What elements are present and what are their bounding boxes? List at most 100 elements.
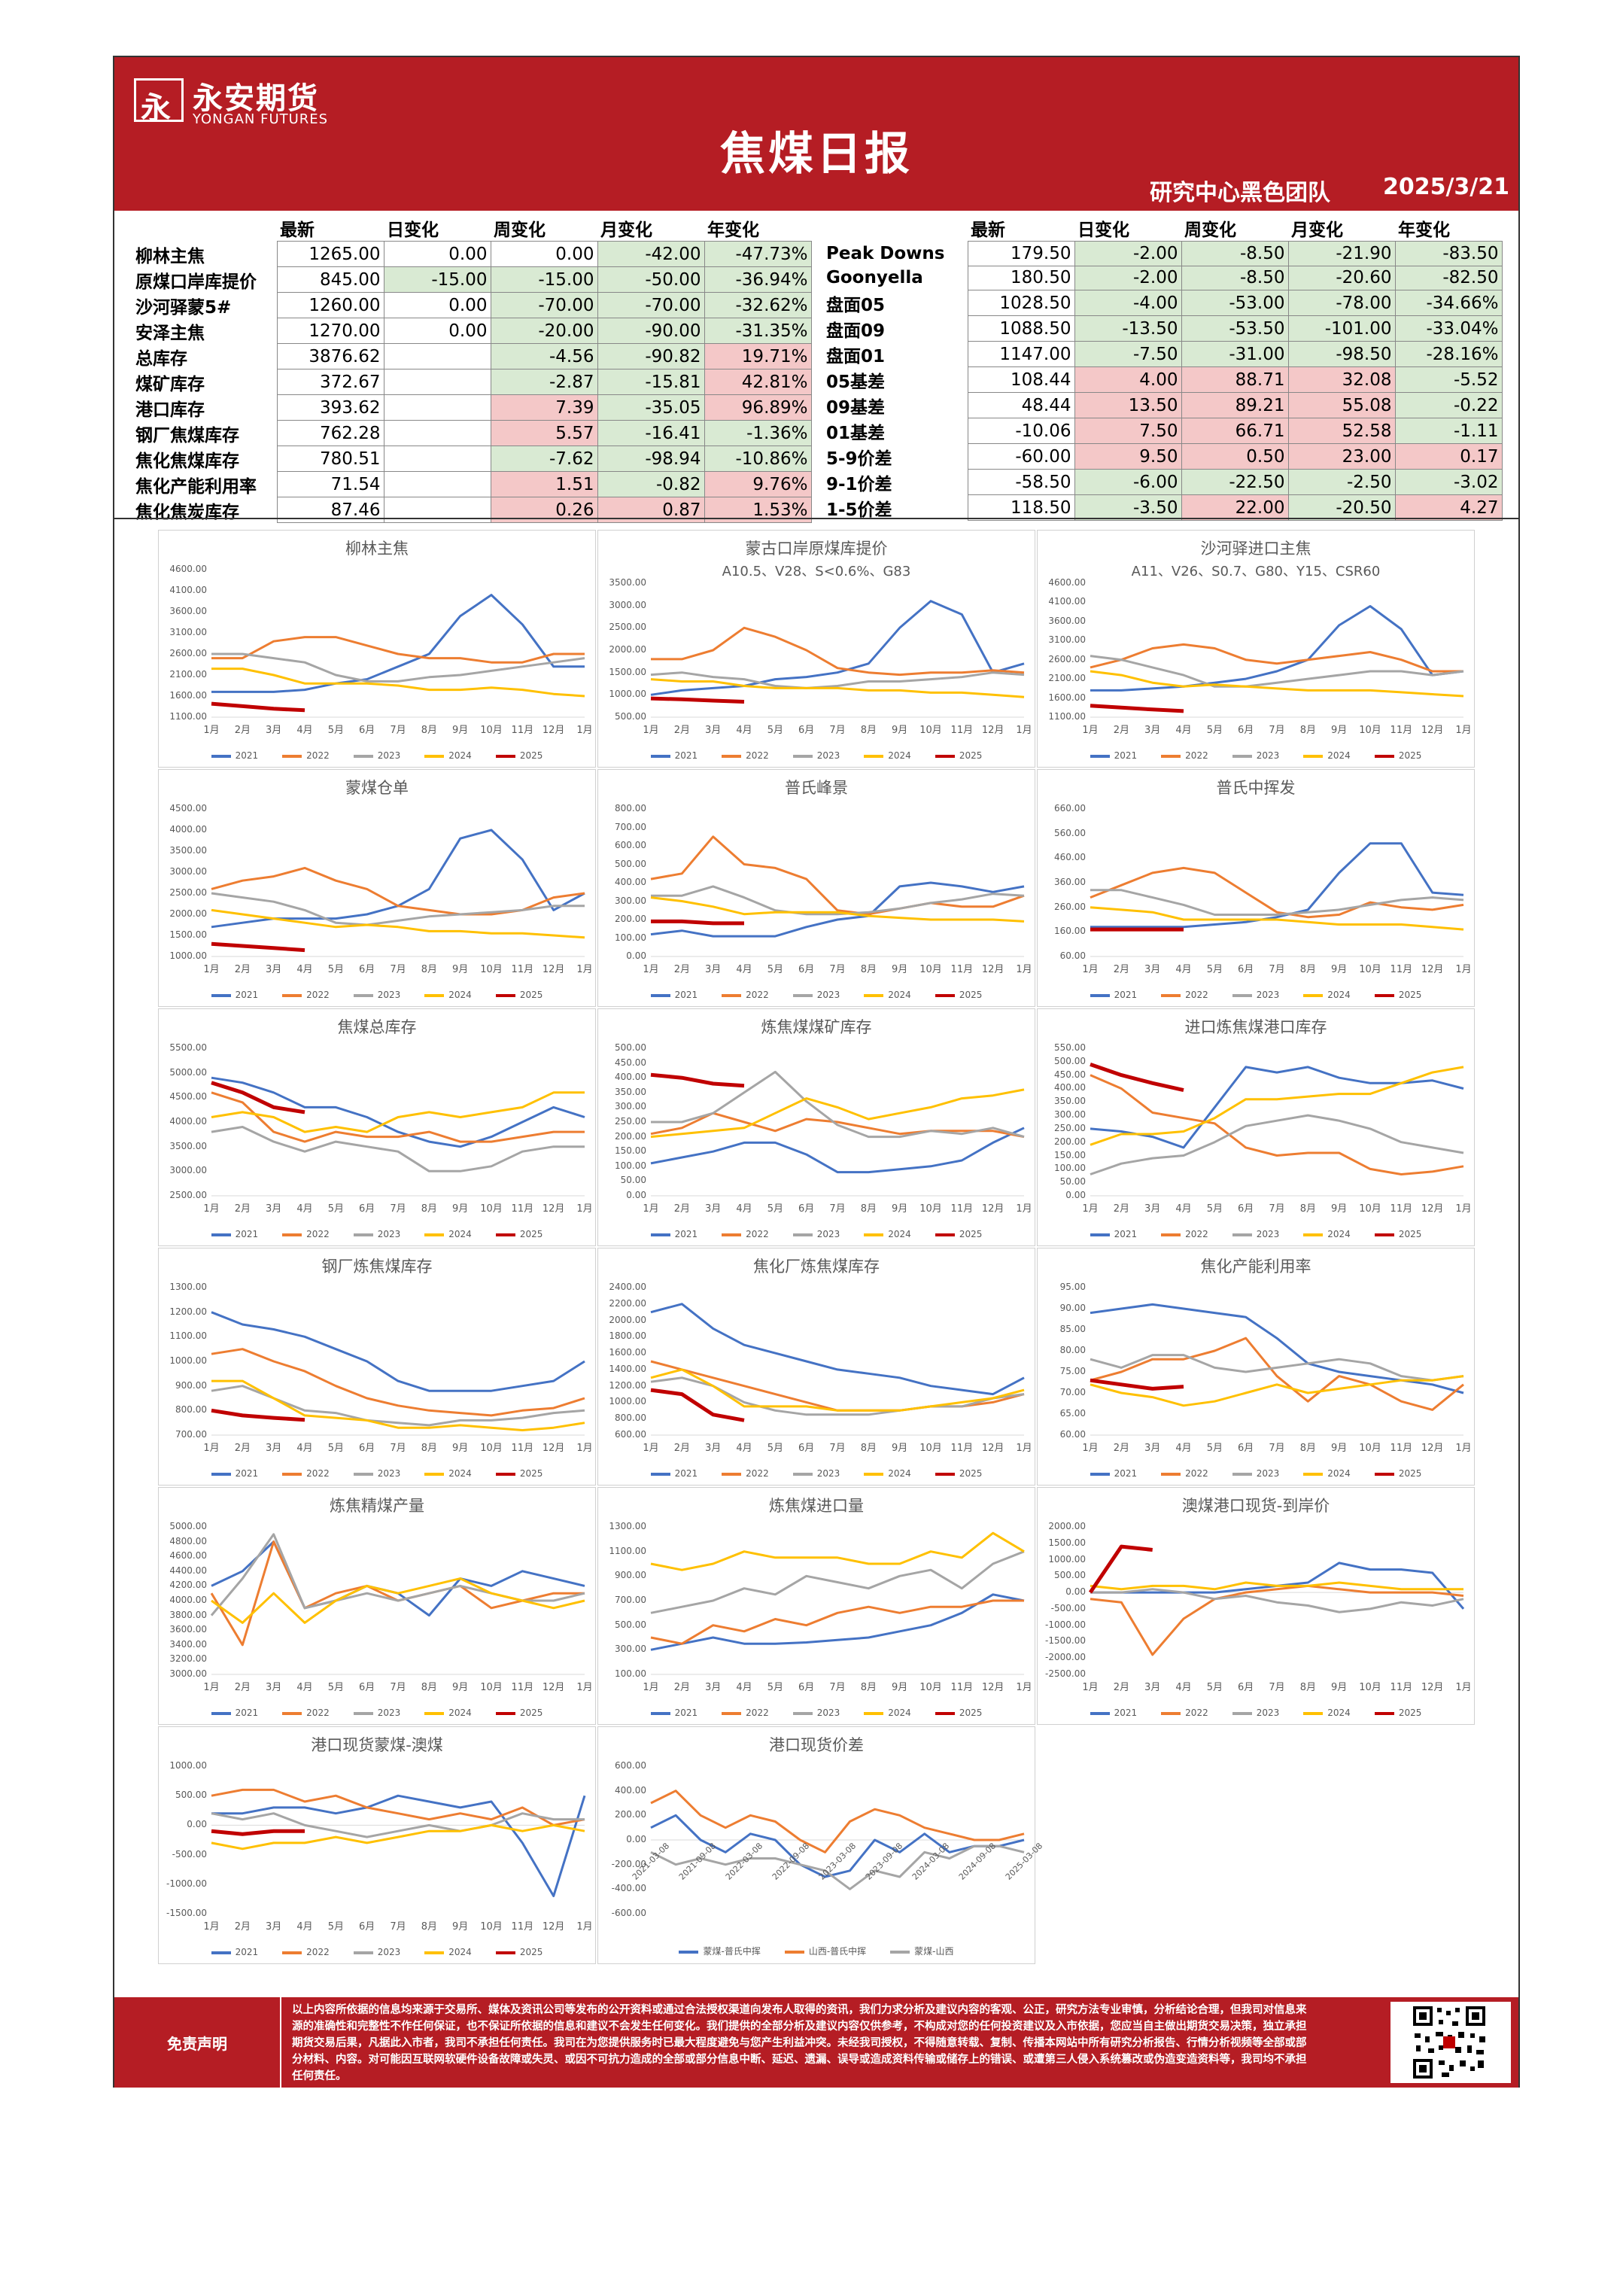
y-tick-label: 5000.00 (169, 1521, 207, 1531)
legend-item: 2025 (495, 1468, 543, 1479)
x-tick-label: 3月 (266, 1443, 282, 1454)
legend-item: 2021 (211, 1708, 258, 1718)
legend-item: 2022 (722, 1708, 769, 1718)
table-cell: -16.41 (597, 420, 705, 446)
y-tick-label: -1500.00 (166, 1908, 207, 1918)
legend-label: 2024 (448, 1708, 472, 1718)
legend-swatch (650, 1711, 670, 1715)
table-cell: -8.50 (1181, 241, 1289, 266)
legend-item: 2023 (792, 1708, 840, 1718)
y-tick-label: 1100.00 (1048, 711, 1086, 722)
table-cell: -3.50 (1074, 494, 1182, 521)
x-tick-label: 4月 (1175, 1203, 1192, 1215)
table-cell: -15.00 (383, 266, 491, 293)
legend-item: 2025 (1374, 1229, 1422, 1239)
x-tick-label: 10月 (480, 1203, 503, 1215)
legend-swatch (353, 1472, 373, 1476)
table-cell: 19.71% (704, 343, 812, 369)
series-line-2021 (211, 1311, 585, 1392)
x-tick-label: 10月 (919, 725, 942, 736)
y-tick-label: 2600.00 (1048, 653, 1086, 664)
x-tick-label: 9月 (1331, 1682, 1348, 1693)
table-cell: -50.00 (597, 266, 705, 293)
legend-item: 2022 (282, 990, 330, 1000)
x-tick-label: 2月 (234, 1921, 251, 1933)
legend-label: 2023 (377, 1229, 401, 1239)
table-cell: -22.50 (1181, 469, 1289, 495)
chart-title: 焦化产能利用率 (1200, 1257, 1311, 1276)
legend-swatch (722, 993, 742, 997)
legend-label: 2025 (1398, 1708, 1422, 1718)
legend-label: 2021 (1114, 750, 1138, 761)
legend-swatch (353, 993, 373, 997)
row-label: 盘面01 (826, 346, 886, 366)
table-cell: 89.21 (1181, 392, 1289, 418)
y-tick-label: 200.00 (1054, 1136, 1086, 1147)
table-row: 安泽主焦 1270.00 0.00 -20.00 -90.00 -31.35% (134, 318, 812, 344)
y-tick-label: 95.00 (1059, 1282, 1086, 1292)
series-line-2024 (650, 1088, 1025, 1139)
series-line-2023 (1090, 1588, 1464, 1613)
x-tick-label: 2月 (234, 1443, 251, 1454)
legend-swatch (935, 1233, 955, 1236)
series-line-山西-普氏中挥 (650, 1790, 1025, 1854)
table-cell (383, 420, 491, 446)
legend-item: 2024 (424, 990, 472, 1000)
report-date: 2025/3/21 (1382, 174, 1509, 200)
y-tick-label: 4000.00 (169, 1595, 207, 1605)
table-row: Peak Downs 179.50 -2.00 -8.50 -21.90 -83.50 (825, 241, 1503, 266)
x-tick-label: 7月 (829, 1682, 846, 1693)
legend-swatch (722, 1472, 742, 1476)
series-line-2024 (1090, 670, 1464, 698)
chart-grid: 柳林主焦 4600.00 4100.00 3600.00 3100.00 2600.00 2… (158, 530, 1478, 1982)
table-cell: -98.50 (1287, 341, 1396, 367)
y-tick-label: 4800.00 (169, 1535, 207, 1546)
series-line-2022 (1090, 643, 1463, 673)
x-tick-label: 1月 (643, 1682, 659, 1693)
y-tick-label: 3500.00 (169, 845, 207, 856)
x-tick-label: 3月 (705, 964, 722, 975)
x-tick-label: 9月 (1331, 725, 1348, 736)
chart-plot (1088, 1544, 1465, 1656)
y-tick-label: 2400.00 (609, 1282, 646, 1292)
x-tick-label: 3月 (705, 1443, 722, 1454)
table-cell: -53.50 (1181, 315, 1289, 342)
series-line-2025 (1090, 1063, 1184, 1093)
table-cell: -20.60 (1287, 265, 1396, 290)
y-tick-label: 1500.00 (609, 666, 646, 677)
row-label: 沙河驿蒙5# (135, 297, 232, 318)
legend-item: 2024 (424, 1947, 472, 1957)
row-label: 焦化产能利用率 (135, 476, 257, 497)
legend-item: 2025 (935, 1229, 982, 1239)
y-tick-label: 1600.00 (1048, 692, 1086, 703)
legend-label: 2025 (1398, 1229, 1422, 1239)
x-tick-label: 2月 (1113, 1443, 1129, 1454)
series-line-2021 (650, 1593, 1025, 1651)
x-tick-label: 1月 (1082, 964, 1099, 975)
x-tick-label: 10月 (1359, 1443, 1381, 1454)
y-tick-label: 0.00 (1065, 1190, 1086, 1200)
x-tick-label: 2月 (673, 1443, 690, 1454)
legend-swatch (424, 754, 445, 758)
series-line-2021 (211, 829, 585, 929)
y-tick-label: 500.00 (175, 1790, 207, 1801)
series-line-2025 (211, 1829, 305, 1836)
chart-legend: 2021 2022 2023 2024 2025 (598, 990, 1035, 1000)
x-tick-label: 2月 (234, 1682, 251, 1693)
x-tick-label: 7月 (1269, 964, 1285, 975)
legend-swatch (1090, 1472, 1110, 1476)
legend-label: 2023 (377, 1947, 401, 1957)
logo-mark-icon: 永 (134, 78, 184, 126)
x-tick-label: 1月 (1082, 1203, 1099, 1215)
col-header: 最新 (280, 220, 315, 240)
legend-item: 2023 (1232, 750, 1279, 761)
table-cell: 5.57 (490, 420, 598, 446)
x-tick-label: 12月 (1421, 1443, 1444, 1454)
table-cell: -7.50 (1074, 341, 1182, 367)
x-tick-label: 5月 (327, 725, 344, 736)
x-tick-label: 6月 (359, 1921, 375, 1933)
chart-1: 柳林主焦 4600.00 4100.00 3600.00 3100.00 2600.00 2… (158, 530, 596, 768)
legend-swatch (211, 1711, 231, 1715)
y-tick-label: 350.00 (615, 1086, 646, 1097)
y-tick-label: 100.00 (1054, 1163, 1086, 1174)
